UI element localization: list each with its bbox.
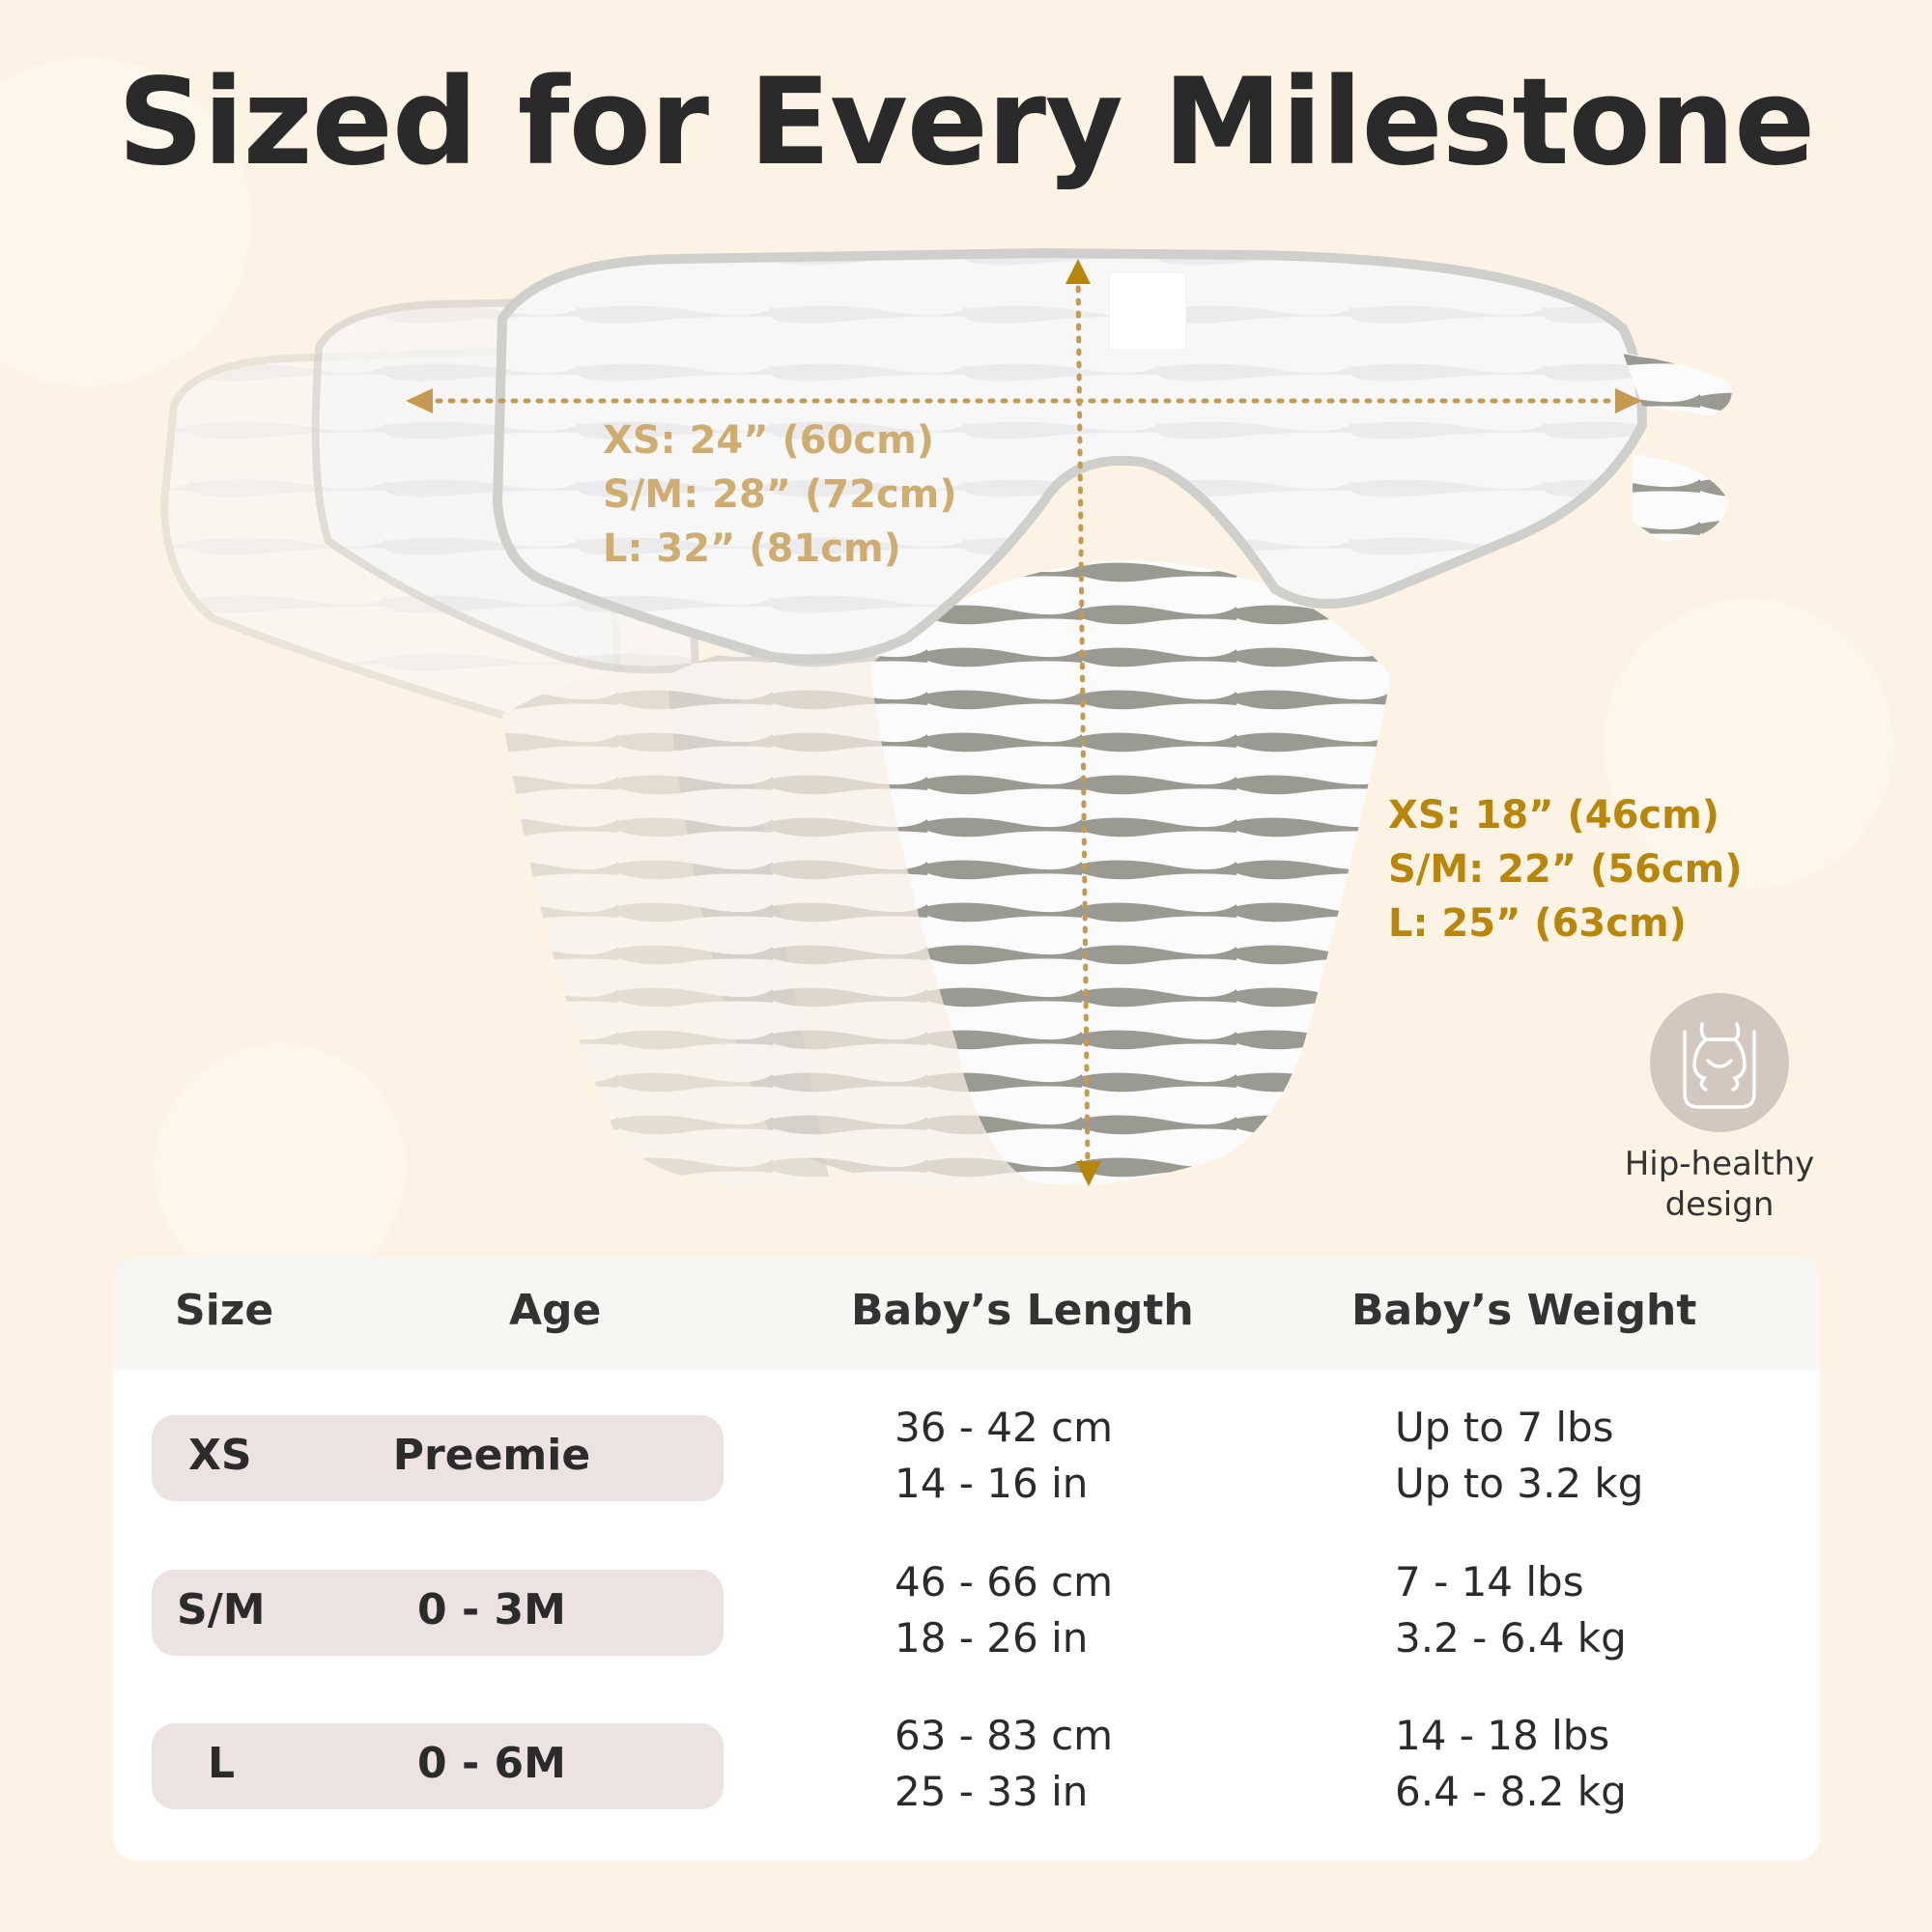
age-value: 0 - 3M [417, 1585, 566, 1634]
weight-cell: Up to 7 lbs Up to 3.2 kg [1395, 1400, 1643, 1512]
table-row: S/M 0 - 3M 46 - 66 cm 18 - 26 in 7 - 14 … [113, 1535, 1820, 1690]
length-in: 14 - 16 in [895, 1460, 1089, 1507]
size-pill: XS Preemie [152, 1415, 724, 1501]
arrow-head-down [1076, 1161, 1101, 1186]
header-size: Size [175, 1286, 274, 1335]
header-weight: Baby’s Weight [1351, 1286, 1697, 1335]
weight-lbs: 14 - 18 lbs [1395, 1712, 1610, 1759]
size-pill: L 0 - 6M [152, 1723, 724, 1809]
swaddle-front-body [869, 560, 1391, 1185]
length-cell: 36 - 42 cm 14 - 16 in [895, 1400, 1113, 1512]
background-circle [1604, 599, 1893, 889]
hip-label-line1: Hip-healthy [1624, 1145, 1815, 1183]
arrow-head-up [1065, 259, 1091, 284]
length-cm: 46 - 66 cm [895, 1558, 1114, 1605]
width-arrow [422, 272, 1626, 1172]
page-title: Sized for Every Milestone [117, 53, 1815, 192]
length-cm: 63 - 83 cm [895, 1712, 1114, 1759]
hip-label-line2: design [1664, 1185, 1775, 1224]
swaddle-illustration [159, 247, 1732, 1190]
hip-healthy-badge: Hip-healthy design [1604, 993, 1835, 1225]
length-sm: S/M: 22” (56cm) [1388, 847, 1743, 892]
width-xs: XS: 24” (60cm) [603, 418, 935, 463]
arrow-head-left [406, 388, 433, 413]
header-age: Age [509, 1286, 602, 1335]
velcro-tab [1623, 353, 1732, 415]
weight-cell: 7 - 14 lbs 3.2 - 6.4 kg [1395, 1554, 1627, 1666]
length-measurements: XS: 18” (46cm) S/M: 22” (56cm) L: 25” (6… [1388, 788, 1743, 951]
swaddle-front-wing [492, 247, 1648, 665]
size-pill: S/M 0 - 3M [152, 1570, 724, 1656]
age-value: 0 - 6M [417, 1739, 566, 1788]
length-cm: 36 - 42 cm [895, 1404, 1114, 1451]
length-in: 18 - 26 in [895, 1614, 1089, 1662]
weight-lbs: Up to 7 lbs [1395, 1404, 1614, 1451]
width-sm: S/M: 28” (72cm) [603, 472, 957, 517]
age-value: Preemie [392, 1431, 591, 1480]
size-value: S/M [177, 1585, 266, 1634]
weight-kg: Up to 3.2 kg [1395, 1460, 1644, 1507]
table-row: XS Preemie 36 - 42 cm 14 - 16 in Up to 7… [113, 1380, 1820, 1535]
width-l: L: 32” (81cm) [603, 526, 901, 571]
size-value: XS [188, 1431, 252, 1480]
table-header: Size Age Baby’s Length Baby’s Weight [113, 1257, 1820, 1370]
velcro-tab [1633, 454, 1729, 541]
table-row: L 0 - 6M 63 - 83 cm 25 - 33 in 14 - 18 l… [113, 1689, 1820, 1843]
hip-icon [1650, 993, 1789, 1132]
size-value: L [208, 1739, 236, 1788]
width-measurements: XS: 24” (60cm) S/M: 28” (72cm) L: 32” (8… [603, 413, 957, 576]
length-cell: 63 - 83 cm 25 - 33 in [895, 1708, 1113, 1820]
weight-cell: 14 - 18 lbs 6.4 - 8.2 kg [1395, 1708, 1627, 1820]
length-in: 25 - 33 in [895, 1768, 1089, 1815]
arrow-head-right [1615, 388, 1642, 413]
weight-lbs: 7 - 14 lbs [1395, 1558, 1584, 1605]
weight-kg: 3.2 - 6.4 kg [1395, 1614, 1627, 1662]
care-label [1108, 271, 1187, 351]
length-xs: XS: 18” (46cm) [1388, 793, 1720, 838]
length-l: L: 25” (63cm) [1388, 901, 1687, 946]
background-circle [155, 1043, 406, 1294]
length-cell: 46 - 66 cm 18 - 26 in [895, 1554, 1113, 1666]
size-chart-table: Size Age Baby’s Length Baby’s Weight XS … [113, 1257, 1820, 1861]
background-circle [0, 58, 251, 386]
header-length: Baby’s Length [851, 1286, 1194, 1335]
weight-kg: 6.4 - 8.2 kg [1395, 1768, 1627, 1815]
